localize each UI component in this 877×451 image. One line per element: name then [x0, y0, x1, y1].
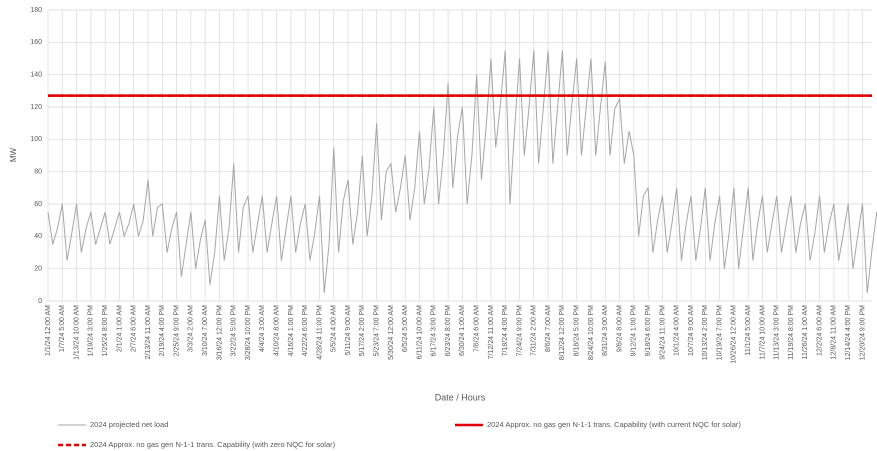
- x-tick-label: 7/31/24 2:00 AM: [531, 305, 538, 356]
- x-tick-label: 6/17/24 3:00 PM: [431, 305, 438, 357]
- y-tick-label: 60: [34, 201, 42, 208]
- x-tick-label: 8/31/24 3:00 AM: [602, 305, 609, 356]
- x-tick-label: 2/19/24 4:00 PM: [159, 305, 166, 357]
- legend-label: 2024 projected net load: [90, 420, 168, 429]
- x-tick-label: 10/1/24 4:00 AM: [674, 305, 681, 356]
- legend-label: 2024 Approx. no gas gen N-1-1 trans. Cap…: [90, 440, 336, 449]
- legend-label: 2024 Approx. no gas gen N-1-1 trans. Cap…: [487, 420, 741, 429]
- x-tick-label: 7/6/24 6:00 AM: [474, 305, 481, 352]
- x-tick-label: 8/18/24 5:00 PM: [574, 305, 581, 357]
- x-tick-label: 4/28/24 11:00 PM: [316, 305, 323, 360]
- x-tick-label: 11/26/24 1:00 AM: [802, 305, 809, 360]
- x-tick-label: 1/13/24 10:00 AM: [73, 305, 80, 360]
- x-tick-label: 6/5/24 5:00 AM: [402, 305, 409, 352]
- x-tick-label: 1/25/24 8:00 PM: [102, 305, 109, 357]
- y-tick-label: 40: [34, 233, 42, 240]
- y-tick-label: 120: [30, 104, 42, 111]
- x-tick-label: 5/17/24 2:00 PM: [359, 305, 366, 357]
- y-tick-label: 180: [30, 7, 42, 14]
- x-tick-label: 2/13/24 11:00 AM: [145, 305, 152, 360]
- x-tick-label: 5/30/24 12:00 AM: [388, 305, 395, 360]
- x-tick-label: 7/12/24 11:00 AM: [488, 305, 495, 360]
- x-tick-label: 12/20/24 9:00 PM: [859, 305, 866, 360]
- series-line: [47, 50, 877, 293]
- x-tick-label: 6/30/24 1:00 AM: [459, 305, 466, 356]
- x-tick-label: 7/24/24 9:00 PM: [516, 305, 523, 357]
- y-tick-label: 20: [34, 266, 42, 273]
- x-tick-label: 5/11/24 9:00 AM: [345, 305, 352, 356]
- x-tick-label: 8/6/24 7:00 AM: [545, 305, 552, 352]
- x-tick-label: 10/13/24 2:00 PM: [702, 305, 709, 360]
- x-tick-label: 1/19/24 3:00 PM: [88, 305, 95, 357]
- x-tick-label: 12/8/24 11:00 AM: [831, 305, 838, 360]
- x-tick-label: 4/10/24 8:00 AM: [273, 305, 280, 356]
- x-tick-label: 6/23/24 8:00 PM: [445, 305, 452, 357]
- y-tick-label: 80: [34, 169, 42, 176]
- x-tick-label: 7/18/24 4:00 PM: [502, 305, 509, 357]
- x-tick-label: 3/10/24 7:00 AM: [202, 305, 209, 356]
- x-tick-label: 11/19/24 8:00 PM: [788, 305, 795, 360]
- x-tick-label: 4/22/24 6:00 PM: [302, 305, 309, 357]
- x-tick-label: 9/24/24 11:00 PM: [659, 305, 666, 360]
- x-tick-label: 2/25/24 9:00 PM: [173, 305, 180, 357]
- x-tick-label: 12/2/24 6:00 AM: [816, 305, 823, 356]
- x-tick-label: 11/13/24 3:00 PM: [774, 305, 781, 360]
- y-tick-label: 0: [38, 298, 42, 305]
- x-tick-label: 8/12/24 12:00 PM: [559, 305, 566, 360]
- x-tick-label: 11/7/24 10:00 AM: [759, 305, 766, 360]
- x-tick-label: 12/14/24 4:00 PM: [845, 305, 852, 360]
- x-tick-label: 10/7/24 9:00 AM: [688, 305, 695, 356]
- x-tick-label: 5/23/24 7:00 PM: [373, 305, 380, 357]
- x-tick-label: 8/24/24 10:00 PM: [588, 305, 595, 360]
- x-tick-label: 1/1/24 12:00 AM: [45, 305, 52, 356]
- x-tick-label: 3/3/24 2:00 AM: [188, 305, 195, 352]
- x-tick-label: 2/1/24 1:00 AM: [116, 305, 123, 352]
- x-tick-label: 4/16/24 1:00 PM: [288, 305, 295, 357]
- x-tick-label: 4/4/24 3:00 AM: [259, 305, 266, 352]
- x-tick-label: 3/22/24 5:00 PM: [231, 305, 238, 357]
- x-tick-label: 1/7/24 5:00 AM: [59, 305, 66, 352]
- x-tick-label: 9/6/24 8:00 AM: [616, 305, 623, 352]
- x-tick-label: 11/1/24 5:00 AM: [745, 305, 752, 356]
- y-tick-label: 160: [30, 39, 42, 46]
- x-tick-label: 9/12/24 1:00 PM: [631, 305, 638, 357]
- x-tick-label: 5/5/24 4:00 AM: [331, 305, 338, 352]
- x-tick-label: 2/7/24 6:00 AM: [131, 305, 138, 352]
- x-tick-label: 3/28/24 10:00 PM: [245, 305, 252, 360]
- x-tick-label: 10/26/24 12:00 AM: [731, 305, 738, 364]
- x-tick-label: 3/16/24 12:00 PM: [216, 305, 223, 360]
- y-axis-label: MW: [9, 147, 18, 162]
- x-axis-label: Date / Hours: [435, 392, 486, 402]
- x-tick-label: 6/11/24 10:00 AM: [416, 305, 423, 360]
- y-tick-label: 100: [30, 136, 42, 143]
- x-tick-label: 9/18/24 6:00 PM: [645, 305, 652, 357]
- y-tick-label: 140: [30, 72, 42, 79]
- x-tick-label: 10/19/24 7:00 PM: [716, 305, 723, 360]
